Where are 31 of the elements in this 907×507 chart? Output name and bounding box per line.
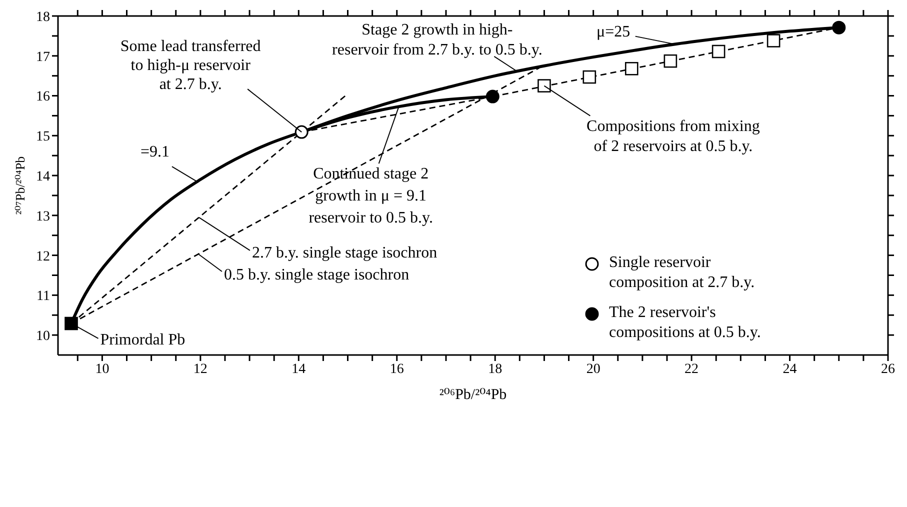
x-tick-label: 10 xyxy=(95,362,110,377)
y-tick-label: 16 xyxy=(36,90,50,105)
x-tick-label: 18 xyxy=(488,362,502,377)
annotation: Stage 2 growth in high- reservoir from 2.7 b.y. to 0.5 b.y. xyxy=(332,21,542,58)
y-tick-label: 18 xyxy=(36,10,50,25)
annotation: 2.7 b.y. single stage isochron xyxy=(252,244,438,262)
x-tick-label: 14 xyxy=(292,362,306,377)
legend-label: The 2 reservoir's compositions at 0.5 b.y. xyxy=(609,303,762,343)
y-tick-label: 10 xyxy=(36,329,50,344)
annotation: Some lead transferred to high-μ reservoir at 2.7 b.y. xyxy=(120,38,261,94)
annotation: Compositions from mixing of 2 reservoirs at 0.5 b.y. xyxy=(586,118,760,155)
x-axis-title: ²⁰⁶Pb/²⁰⁴Pb xyxy=(439,387,507,403)
y-tick-label: 14 xyxy=(36,170,50,184)
x-tick-label: 12 xyxy=(193,362,208,377)
annotation: μ=25 xyxy=(596,23,630,40)
y-tick-label: 15 xyxy=(36,130,50,145)
y-tick-label: 12 xyxy=(36,249,50,264)
annotation: 0.5 b.y. single stage isochron xyxy=(224,266,410,284)
annotation: Primordal Pb xyxy=(100,331,186,348)
y-tick-label: 17 xyxy=(36,50,50,65)
x-tick-label: 22 xyxy=(684,362,699,377)
y-tick-label: 13 xyxy=(36,209,50,224)
y-axis-title: ²⁰⁷Pb/²⁰⁴Pb xyxy=(12,156,28,215)
annotation: =9.1 xyxy=(140,144,170,161)
x-tick-label: 24 xyxy=(782,362,797,377)
y-tick-label: 11 xyxy=(36,289,50,304)
annotation: Continued stage 2 growth in μ = 9.1 reservoir to 0.5 b.y. xyxy=(308,166,433,227)
x-tick-label: 20 xyxy=(586,362,600,377)
x-tick-label: 26 xyxy=(881,362,895,377)
legend-label: Single reservoir composition at 2.7 b.y. xyxy=(609,253,756,293)
x-tick-label: 16 xyxy=(390,362,404,377)
